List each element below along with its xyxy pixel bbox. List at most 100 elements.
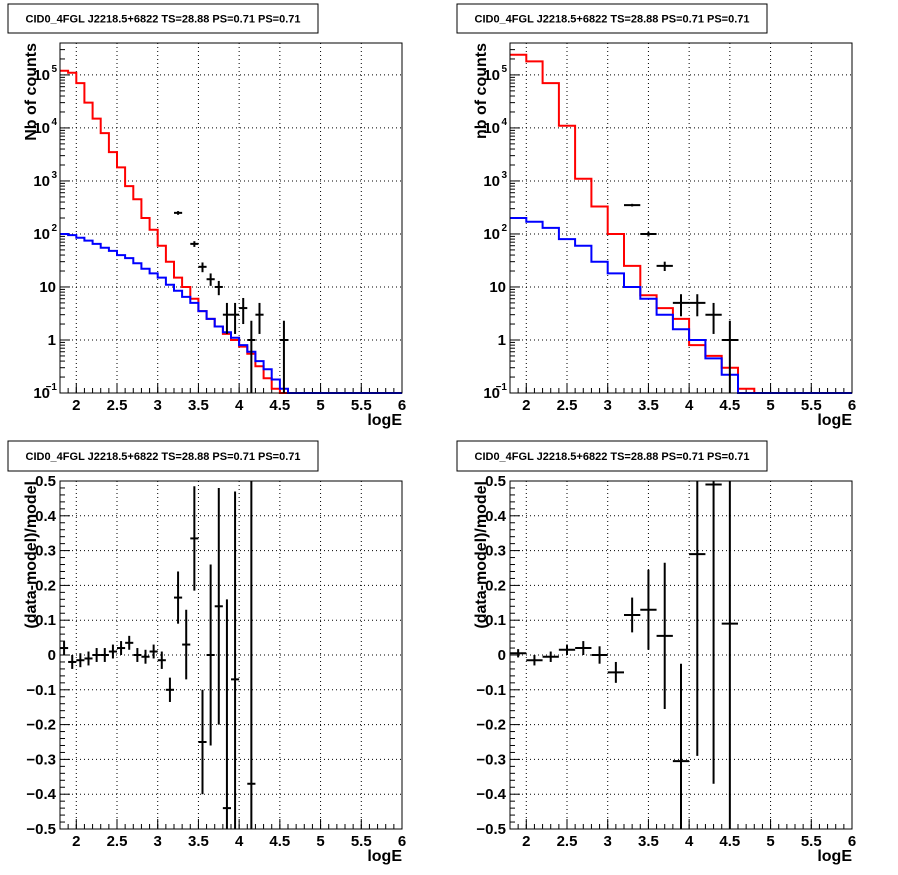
x-tick-label: 6 <box>848 833 856 850</box>
x-axis-label: logE <box>367 848 402 865</box>
data-point <box>689 294 706 317</box>
data-point <box>239 297 248 325</box>
data-point <box>222 302 231 334</box>
chart-title: CID0_4FGL J2218.5+6822 TS=28.88 PS=0.71 … <box>475 451 750 463</box>
data-point <box>591 646 608 664</box>
y-tick-exponent: 3 <box>51 170 57 181</box>
y-tick-exponent: −1 <box>496 382 508 393</box>
data-point <box>542 651 559 662</box>
data-point <box>222 599 231 829</box>
data-point <box>231 302 240 334</box>
y-tick-exponent: 2 <box>51 223 57 234</box>
data-point <box>133 648 142 662</box>
plot-frame <box>59 480 403 830</box>
data-point <box>247 320 256 393</box>
data-point <box>141 649 150 664</box>
y-tick-label: −0.3 <box>476 751 506 768</box>
y-tick-exponent: −1 <box>46 382 58 393</box>
y-tick-label: 10 <box>483 226 500 243</box>
data-point <box>214 280 223 296</box>
data-point <box>84 651 93 666</box>
y-tick-label: 0.2 <box>485 577 506 594</box>
y-tick-label: 10 <box>33 385 50 402</box>
data-point <box>60 641 69 655</box>
x-tick-label: 3.5 <box>188 397 209 414</box>
data-point <box>279 320 288 393</box>
x-tick-label: 5 <box>766 397 774 414</box>
data-point <box>672 663 690 829</box>
y-tick-label: 0.2 <box>35 577 56 594</box>
data-point <box>76 653 85 668</box>
x-tick-label: 3.5 <box>638 833 659 850</box>
plot-frame <box>509 42 853 394</box>
data-point <box>198 689 207 795</box>
data-point <box>149 644 158 659</box>
y-tick-exponent: 2 <box>501 223 507 234</box>
y-tick-label: −0.4 <box>26 786 56 803</box>
chart-title: CID0_4FGL J2218.5+6822 TS=28.88 PS=0.71 … <box>26 451 301 463</box>
y-tick-exponent: 3 <box>501 170 507 181</box>
data-point <box>607 661 624 683</box>
y-tick-label: 10 <box>483 120 500 137</box>
x-tick-label: 4.5 <box>269 397 290 414</box>
y-tick-label: 10 <box>483 173 500 190</box>
y-tick-label: −0.2 <box>476 717 506 734</box>
y-tick-label: −0.5 <box>26 821 56 838</box>
x-tick-label: 2.5 <box>557 833 578 850</box>
data-point <box>206 564 215 746</box>
y-tick-label: −0.1 <box>26 682 56 699</box>
data-point <box>190 486 199 591</box>
x-tick-label: 3.5 <box>188 833 209 850</box>
data-point <box>174 571 183 624</box>
plot-frame <box>59 42 403 394</box>
x-tick-label: 5.5 <box>801 397 822 414</box>
y-tick-label: −0.4 <box>476 786 506 803</box>
x-tick-label: 2 <box>522 397 530 414</box>
y-tick-label: 10 <box>39 279 56 296</box>
panel-bottom-right-residuals: CID0_4FGL J2218.5+6822 TS=28.88 PS=0.71 … <box>456 440 856 865</box>
x-tick-label: 5.5 <box>351 833 372 850</box>
x-tick-label: 4 <box>685 833 694 850</box>
y-axis-label: (data-model)/model <box>473 481 490 629</box>
data-point <box>174 211 183 215</box>
y-axis-label: nb of counts <box>473 43 490 139</box>
data-point <box>624 203 641 207</box>
data-point <box>656 261 673 272</box>
y-axis-label: Nb of counts <box>23 43 40 141</box>
y-tick-label: 0.5 <box>35 473 56 490</box>
x-tick-label: 4.5 <box>719 397 740 414</box>
x-tick-label: 6 <box>848 397 856 414</box>
x-axis-label: logE <box>367 412 402 429</box>
plot-frame <box>509 480 853 830</box>
y-tick-exponent: 5 <box>51 64 57 75</box>
data-point <box>575 641 592 655</box>
x-tick-label: 5.5 <box>801 833 822 850</box>
data-point <box>198 262 207 273</box>
data-point <box>624 597 641 633</box>
y-tick-label: 10 <box>33 120 50 137</box>
data-point <box>558 644 576 655</box>
x-tick-label: 5.5 <box>351 397 372 414</box>
data-point <box>92 648 101 662</box>
panel-bottom-left-residuals: CID0_4FGL J2218.5+6822 TS=28.88 PS=0.71 … <box>7 440 406 865</box>
x-tick-label: 4 <box>235 397 244 414</box>
model-total-histogram <box>60 69 402 394</box>
y-tick-label: 10 <box>489 279 506 296</box>
x-tick-label: 3 <box>154 833 162 850</box>
y-tick-label: 0 <box>48 647 56 664</box>
data-point <box>656 562 673 709</box>
data-point <box>721 481 738 829</box>
x-tick-label: 3 <box>604 833 612 850</box>
y-tick-label: 0.4 <box>485 508 507 525</box>
x-axis-label: logE <box>817 848 852 865</box>
x-tick-label: 4 <box>235 833 244 850</box>
y-tick-label: 10 <box>33 226 50 243</box>
y-tick-label: 0.3 <box>485 543 506 560</box>
x-tick-label: 3.5 <box>638 397 659 414</box>
data-point <box>705 481 722 784</box>
y-tick-label: 10 <box>483 385 500 402</box>
x-tick-label: 4.5 <box>719 833 740 850</box>
data-point <box>117 641 126 655</box>
data-point <box>157 651 166 669</box>
data-point <box>190 241 199 247</box>
